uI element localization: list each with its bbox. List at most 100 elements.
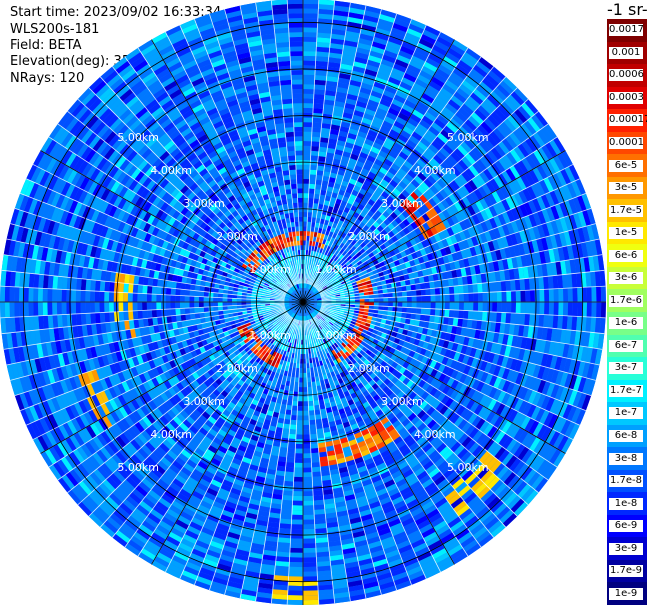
range-gate-cell [428,197,438,208]
range-gate-cell [571,316,578,331]
range-gate-cell [303,240,307,246]
range-gate-cell [506,257,514,270]
range-gate-cell [331,119,342,127]
range-gate-cell [325,85,338,92]
range-gate-cell [540,162,552,178]
range-gate-cell [352,263,359,269]
range-gate-cell [397,302,403,308]
range-gate-cell [358,151,369,160]
range-gate-cell [391,124,403,134]
range-gate-cell [419,119,432,130]
range-gate-cell [546,262,553,277]
range-gate-cell [438,221,447,232]
range-gate-cell [303,131,312,137]
start-time: Start time: 2023/09/02 16:33:34 [10,5,222,20]
range-gate-cell [577,302,583,317]
range-gate-cell [350,299,356,302]
range-gate-cell [497,173,509,187]
range-gate-cell [303,136,312,142]
range-gate-cell [382,89,396,99]
range-gate-cell [330,291,336,295]
range-gate-cell [541,144,554,160]
range-gate-cell [306,221,312,227]
range-gate-cell [376,23,393,32]
range-gate-cell [406,253,414,262]
range-gate-cell [480,209,489,222]
range-gate-cell [505,312,512,324]
range-gate-cell [315,174,323,181]
range-gate-cell [310,443,319,449]
range-gate-cell [378,293,384,299]
range-gate-cell [491,281,497,293]
range-gate-cell [380,279,387,286]
range-gate-cell [309,174,317,180]
range-gate-cell [351,189,359,197]
range-gate-cell [485,272,492,283]
range-gate-cell [347,236,354,244]
range-gate-cell [397,296,403,302]
range-gate-cell [308,410,315,416]
range-gate-cell [489,90,504,105]
range-gate-cell [423,164,434,175]
range-gate-cell [445,206,455,217]
range-gate-cell [362,244,370,252]
range-gate-cell [380,178,390,188]
range-gate-cell [524,99,539,115]
range-gate-cell [323,104,335,111]
range-gate-cell [416,307,422,315]
range-gate-cell [333,183,342,190]
nrays: NRays: 120 [10,71,85,86]
range-gate-cell [534,302,540,315]
range-gate-cell [326,256,332,263]
range-gate-cell [354,265,361,272]
range-gate-cell [454,212,464,223]
range-gate-cell [475,200,485,212]
range-gate-cell [422,151,433,162]
range-gate-cell [365,134,377,142]
range-gate-cell [362,142,373,151]
range-gate-cell [303,533,316,539]
range-gate-cell [508,245,517,258]
range-gate-cell [425,129,438,141]
range-gate-cell [434,308,441,317]
range-gate-cell [318,268,322,274]
range-gate-cell [305,283,307,289]
range-gate-cell [464,153,476,165]
range-gate-cell [280,442,289,448]
range-gate-cell [447,98,461,111]
range-gate-cell [387,306,393,312]
range-gate-cell [364,302,370,306]
range-gate-cell [288,433,297,440]
range-gate-cell [415,263,422,272]
range-gate-cell [490,111,504,125]
range-gate-cell [331,28,346,36]
range-gate-cell [458,285,464,294]
range-gate-cell [396,204,406,214]
range-gate-cell [472,64,488,78]
range-gate-cell [314,513,326,520]
range-gate-cell [387,76,402,86]
range-gate-cell [303,406,309,411]
range-gate-cell [379,98,392,108]
range-gate-cell [353,274,360,279]
range-gate-cell [467,115,481,128]
range-gate-cell [303,557,317,563]
range-gate-cell [427,53,443,65]
range-gate-cell [504,246,512,259]
range-gate-cell [372,202,381,211]
range-gate-cell [546,221,555,236]
range-gate-cell [367,99,380,108]
range-gate-cell [310,447,319,454]
range-gate-cell [496,291,502,302]
range-gate-cell [529,302,535,315]
range-gate-cell [473,127,486,141]
range-gate-cell [407,296,412,302]
range-gate-cell [310,269,314,275]
range-gate-cell [336,265,342,271]
range-gate-cell [315,179,323,186]
range-gate-cell [442,106,455,119]
range-gate-cell [331,192,339,199]
range-gate-cell [316,37,331,44]
range-gate-cell [429,157,441,169]
